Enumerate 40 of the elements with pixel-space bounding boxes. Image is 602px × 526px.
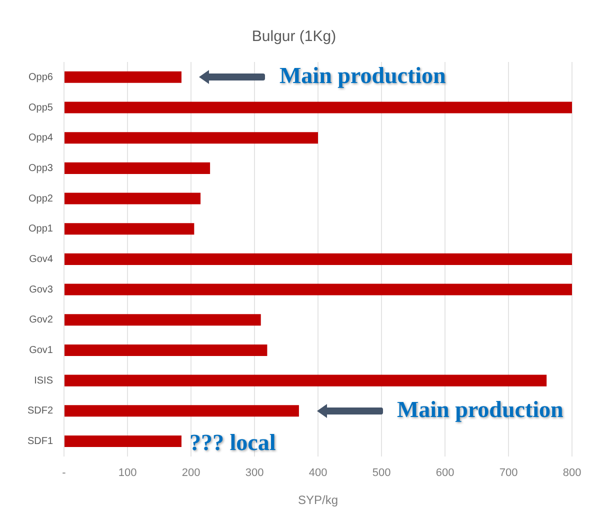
y-tick-label: SDF2 [27, 406, 54, 417]
y-tick-label: Gov4 [29, 254, 54, 265]
y-tick-label: Opp6 [28, 72, 54, 83]
bar [64, 374, 547, 386]
x-tick-label: 300 [245, 467, 264, 480]
bar [64, 71, 182, 83]
x-tick-label: 800 [562, 467, 582, 480]
y-tick-label: Opp2 [28, 193, 54, 204]
y-tick-label: Opp4 [28, 132, 54, 144]
y-tick-label: Opp5 [28, 102, 54, 114]
bar [64, 132, 318, 144]
bar [64, 344, 268, 356]
annotation: Main production [279, 63, 446, 90]
bar [64, 435, 182, 447]
bar [64, 314, 261, 326]
x-tick-label: 700 [499, 467, 518, 480]
y-tick-label: Gov2 [29, 314, 54, 326]
x-tick-label: 200 [182, 467, 200, 480]
y-tick-label: Gov3 [29, 284, 54, 296]
bar [64, 405, 299, 417]
y-tick-label: ISIS [34, 375, 54, 386]
bar [64, 253, 572, 265]
x-tick-label: 500 [372, 467, 391, 480]
x-tick-label: 600 [436, 467, 454, 480]
x-tick-label: 100 [118, 467, 137, 480]
bar [64, 284, 572, 296]
annotation: ??? local [189, 430, 276, 456]
bar [64, 223, 194, 235]
bar [64, 192, 201, 204]
x-tick-label: 400 [308, 467, 328, 480]
chart-title: Bulgur (1Kg) [252, 28, 336, 46]
x-axis-title: SYP/kg [298, 493, 338, 508]
y-tick-label: Opp3 [28, 162, 54, 174]
bar [64, 102, 572, 114]
y-tick-label: SDF1 [27, 436, 54, 447]
y-tick-label: Opp1 [28, 224, 54, 235]
bar [64, 162, 210, 174]
y-tick-label: Gov1 [29, 344, 54, 356]
annotation: Main production [396, 396, 564, 423]
x-tick-label: - [62, 467, 66, 480]
